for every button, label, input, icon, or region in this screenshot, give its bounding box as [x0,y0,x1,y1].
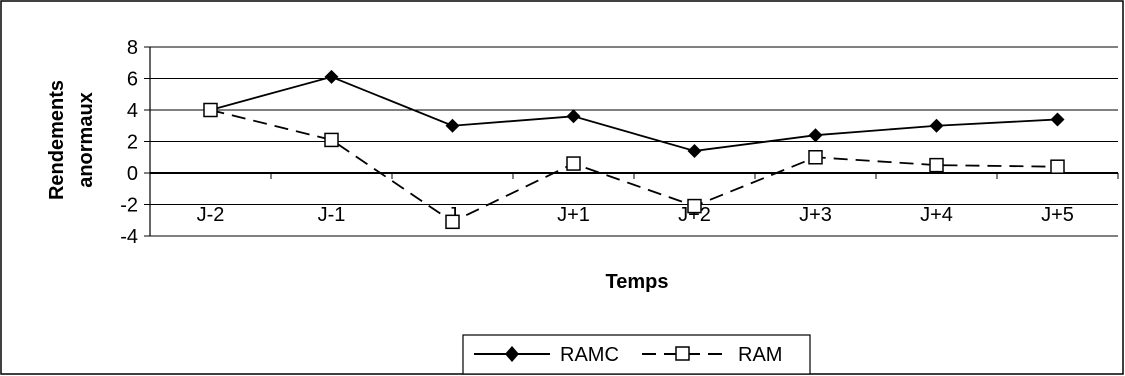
y-axis-title-line2: anormaux [75,92,97,188]
data-point-ram [808,150,823,165]
series-line-ramc [210,75,1058,152]
y-tick-label: -2 [120,195,138,217]
legend-ramc-label: RAMC [560,344,619,366]
x-tick-label: J+3 [799,204,832,226]
legend-ram-label: RAM [738,344,782,366]
x-tick-label: J+5 [1041,204,1074,226]
x-axis-title: Temps [606,271,669,293]
series-line-ram [210,109,1058,223]
data-point-ram [324,132,339,148]
x-tick-label: J+4 [920,204,953,226]
data-point-ramc [324,69,339,84]
y-tick-label: 0 [127,163,138,185]
data-point-ram [929,157,944,173]
data-point-ram [687,198,702,214]
data-point-ram [1050,159,1065,174]
y-tick-label: -4 [120,226,138,248]
data-point-ramc [687,143,702,158]
y-tick-labels: 8 6 4 2 0 -2 -4 [120,37,138,248]
x-tick-label: J+1 [557,204,590,226]
y-tick-label: 4 [127,100,138,122]
x-tick-label: J-1 [318,204,346,226]
x-tick-label: J+2 [678,204,711,226]
y-tick-label: 6 [127,69,138,91]
legend-ram-marker [675,346,690,361]
y-tick-label: 2 [127,132,138,154]
data-point-ram [203,102,218,118]
axes [144,46,1119,237]
data-point-ramc [929,118,944,133]
data-point-ramc [1050,112,1065,127]
data-point-ramc [566,109,581,124]
series [203,69,1065,230]
data-point-ram [445,214,460,230]
data-point-ramc [808,128,823,143]
data-point-ram [566,156,581,171]
gridlines [150,46,1118,237]
legend: RAMC RAM [462,334,811,375]
legend-ramc-marker [505,346,519,362]
y-axis-title-line1: Rendements [46,80,68,200]
data-point-ramc [445,118,460,133]
x-tick-label: J-2 [197,204,225,226]
y-axis-title: Rendements anormaux [46,80,97,200]
y-tick-label: 8 [127,37,138,59]
